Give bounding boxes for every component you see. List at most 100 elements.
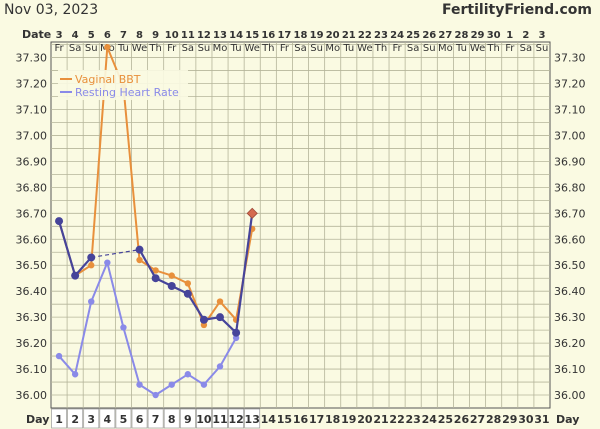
y-tick-label-right: 36.70 <box>554 207 586 220</box>
day-tick-label: 5 <box>120 413 128 426</box>
rhr-point <box>136 381 143 388</box>
date-tick-label: 13 <box>213 30 227 41</box>
weekday-tick-label: Su <box>423 43 436 54</box>
rhr-point <box>168 381 175 388</box>
day-tick-label: 2 <box>71 413 79 426</box>
day-tick-label: 15 <box>277 413 292 426</box>
y-tick-label-left: 37.20 <box>16 78 48 91</box>
legend-label-bbt: Vaginal BBT <box>75 73 141 86</box>
day-tick-label: 11 <box>212 413 227 426</box>
bbt-point <box>216 298 224 305</box>
day-tick-label: 27 <box>470 413 485 426</box>
date-tick-label: 20 <box>326 30 340 41</box>
day-cell <box>196 408 212 429</box>
date-tick-label: 12 <box>197 30 211 41</box>
bbt-point <box>104 43 111 51</box>
combined-point <box>151 274 160 283</box>
rhr-point <box>152 391 159 399</box>
bbt-point <box>184 280 192 287</box>
date-tick-label: 8 <box>136 30 143 41</box>
date-tick-label: 7 <box>120 30 127 41</box>
weekday-tick-label: Su <box>198 43 211 54</box>
y-tick-label-left: 36.10 <box>16 363 48 376</box>
day-tick-label: 28 <box>486 413 501 426</box>
y-tick-label-left: 36.50 <box>16 259 48 272</box>
weekday-tick-label: We <box>357 43 372 54</box>
weekday-tick-label: Tu <box>342 43 354 54</box>
day-cell <box>83 408 100 429</box>
y-tick-label-left: 36.70 <box>16 207 48 220</box>
day-tick-label: 22 <box>389 413 404 426</box>
weekday-tick-label: Fr <box>167 43 177 54</box>
day-cell <box>131 408 148 429</box>
y-tick-label-left: 37.30 <box>16 52 48 65</box>
weekday-tick-label: Tu <box>230 43 242 54</box>
weekday-tick-label: Th <box>374 43 387 54</box>
weekday-tick-label: Mo <box>213 43 228 54</box>
day-cell <box>244 408 261 429</box>
date-tick-label: 15 <box>245 30 259 41</box>
combined-segment <box>186 293 205 321</box>
y-tick-label-left: 36.30 <box>16 311 48 324</box>
date-tick-label: 9 <box>152 30 159 41</box>
weekday-tick-label: Fr <box>54 43 64 54</box>
date-tick-label: 28 <box>455 30 469 41</box>
y-tick-label-right: 36.30 <box>554 311 586 324</box>
y-tick-label-left: 36.80 <box>16 181 48 194</box>
rhr-point <box>184 371 192 378</box>
day-cell <box>179 408 196 429</box>
weekday-tick-label: Mo <box>438 43 453 54</box>
combined-point <box>232 328 241 337</box>
weekday-tick-label: Tu <box>117 43 129 54</box>
day-tick-label: 14 <box>261 413 277 426</box>
rhr-point <box>120 324 127 331</box>
combined-segment <box>57 220 77 276</box>
combined-point <box>199 315 208 324</box>
day-tick-label: 17 <box>309 413 324 426</box>
weekday-tick-label: Su <box>310 43 323 54</box>
weekday-tick-label: Sa <box>407 43 419 54</box>
y-tick-label-right: 36.10 <box>554 363 586 376</box>
y-tick-label-left: 36.40 <box>16 285 48 298</box>
y-tick-label-right: 36.60 <box>554 233 586 246</box>
day-tick-label: 30 <box>518 413 534 426</box>
combined-segment <box>74 256 93 277</box>
day-cell <box>67 408 84 429</box>
header-date: Nov 03, 2023 <box>4 2 99 18</box>
rhr-point <box>71 371 79 378</box>
weekday-tick-label: Su <box>85 43 98 54</box>
day-tick-label: 31 <box>534 413 549 426</box>
date-tick-label: 17 <box>277 30 291 41</box>
date-tick-label: 27 <box>438 30 452 41</box>
combined-segment <box>235 213 254 333</box>
date-tick-label: 23 <box>374 30 388 41</box>
combined-point <box>167 282 176 290</box>
date-tick-label: 14 <box>229 30 243 41</box>
combined-point <box>135 245 144 254</box>
weekday-tick-label: Su <box>536 43 549 54</box>
day-tick-label: 9 <box>184 413 192 426</box>
header-site-link[interactable]: FertilityFriend.com <box>442 2 592 18</box>
bbt-point <box>152 267 159 274</box>
legend-box <box>58 70 188 100</box>
combined-segment <box>138 249 157 279</box>
combined-point <box>216 313 225 322</box>
day-row-label-right: Day <box>556 413 579 426</box>
day-tick-label: 24 <box>422 413 438 426</box>
y-tick-label-left: 37.10 <box>16 103 48 116</box>
date-tick-label: 3 <box>56 30 63 41</box>
day-tick-label: 19 <box>341 413 356 426</box>
day-cell <box>212 408 228 429</box>
y-tick-label-right: 36.40 <box>554 285 586 298</box>
combined-point-flagged <box>246 207 258 219</box>
combined-point <box>87 253 96 262</box>
day-cell <box>115 408 132 429</box>
day-cell <box>228 408 245 429</box>
combined-point <box>55 217 64 226</box>
legend-label-rhr: Resting Heart Rate <box>75 86 179 99</box>
y-tick-label-right: 37.30 <box>554 52 586 65</box>
day-tick-label: 1 <box>55 413 63 426</box>
bbt-point <box>88 262 95 269</box>
weekday-tick-label: Sa <box>294 43 306 54</box>
